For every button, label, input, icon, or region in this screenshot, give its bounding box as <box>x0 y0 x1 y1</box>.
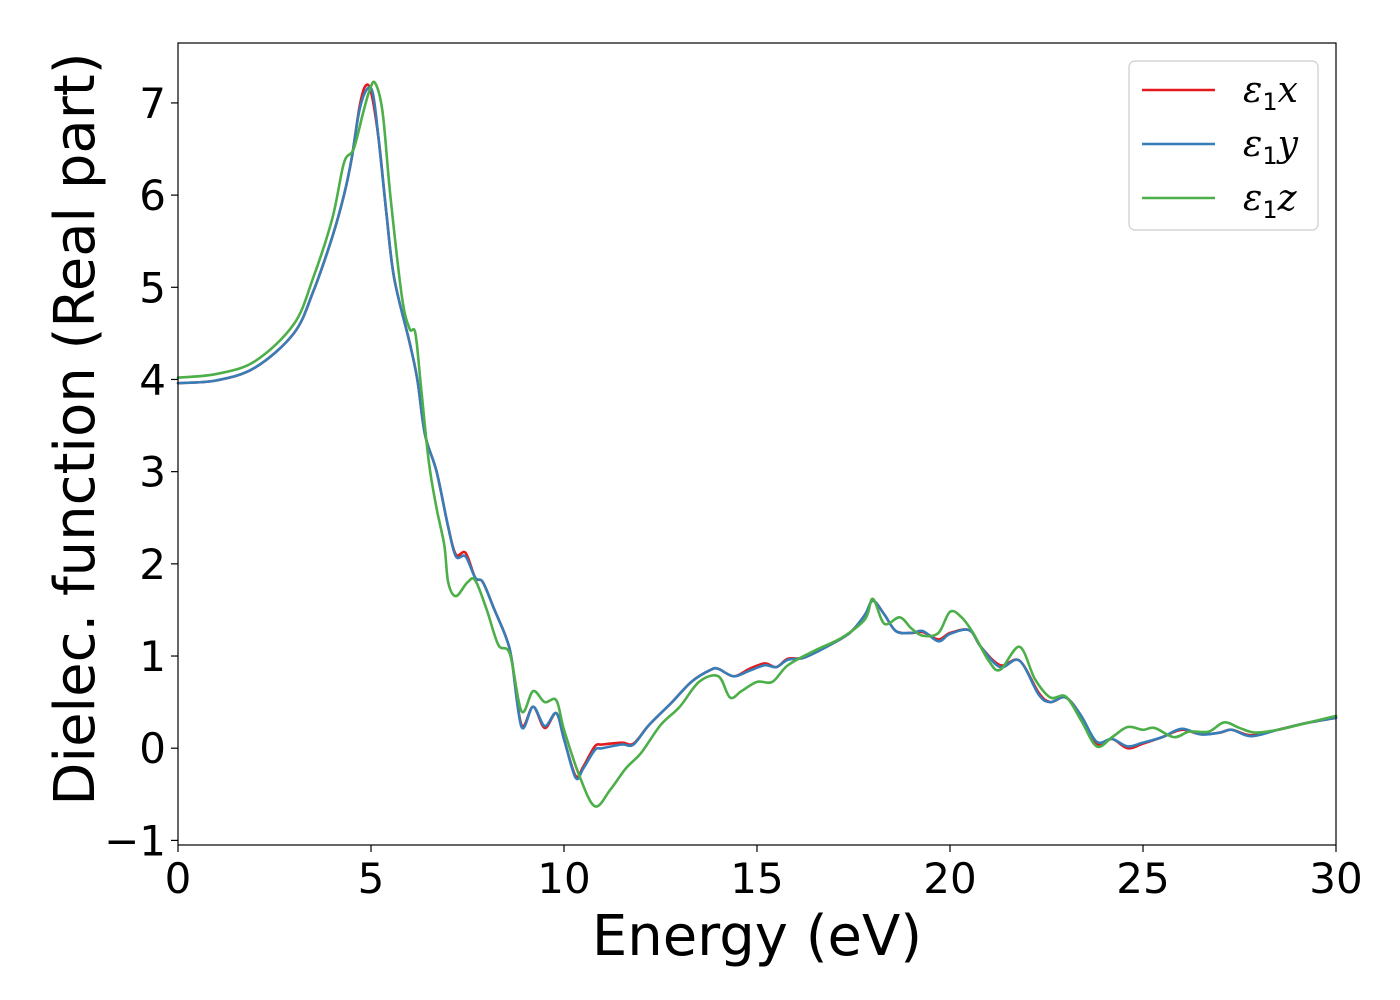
y-tick-label: 4 <box>139 355 166 404</box>
y-tick-label: 3 <box>139 448 166 497</box>
y-tick-label: 5 <box>139 263 166 312</box>
x-tick-label: 10 <box>537 854 590 903</box>
series-line-z <box>176 80 1338 808</box>
legend: ε1x ε1y ε1z <box>1128 60 1319 231</box>
y-axis-label: Dielec. function (Real part) <box>43 52 108 805</box>
legend-label-z: ε1z <box>1243 178 1298 224</box>
legend-box <box>1128 60 1319 231</box>
series-line-y <box>176 85 1338 781</box>
x-axis-label: Energy (eV) <box>592 904 922 969</box>
x-tick-label: 5 <box>358 854 385 903</box>
x-tick-label: 15 <box>730 854 783 903</box>
y-tick-label: 7 <box>139 79 166 128</box>
y-axis-ticks: −1 0 1 2 3 4 5 6 7 <box>104 79 178 865</box>
series-layer <box>176 80 1338 808</box>
y-tick-label: −1 <box>104 816 166 865</box>
y-tick-label: 6 <box>139 171 166 220</box>
legend-label-x: ε1x <box>1243 70 1298 116</box>
y-tick-label: 1 <box>139 632 166 681</box>
x-axis-ticks: 0 5 10 15 20 25 30 <box>165 845 1363 903</box>
legend-label-y: ε1y <box>1243 124 1299 170</box>
x-tick-label: 0 <box>165 854 192 903</box>
y-tick-label: 0 <box>139 724 166 773</box>
x-tick-label: 25 <box>1116 854 1169 903</box>
x-tick-label: 20 <box>923 854 976 903</box>
y-tick-label: 2 <box>139 540 166 589</box>
x-tick-label: 30 <box>1309 854 1362 903</box>
